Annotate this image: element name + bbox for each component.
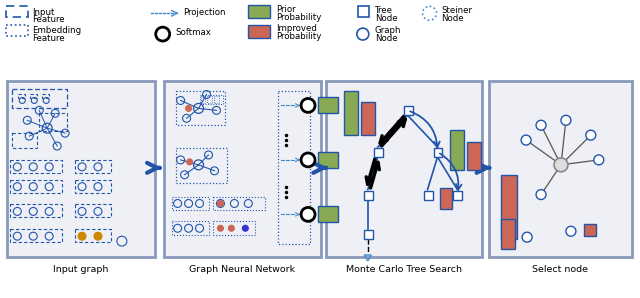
Text: Input graph: Input graph <box>53 265 109 274</box>
Bar <box>358 6 369 17</box>
Bar <box>361 103 375 135</box>
Circle shape <box>594 155 604 165</box>
Text: Node: Node <box>375 14 397 23</box>
Circle shape <box>301 207 315 221</box>
Bar <box>453 191 462 200</box>
Text: Probability: Probability <box>276 13 321 22</box>
Bar <box>175 91 225 125</box>
Bar <box>10 160 62 173</box>
Circle shape <box>566 226 576 236</box>
Text: Softmax: Softmax <box>175 28 211 37</box>
Circle shape <box>187 159 193 165</box>
Bar <box>248 25 270 38</box>
Bar <box>30 94 37 98</box>
Text: Node: Node <box>375 34 397 43</box>
Circle shape <box>536 190 546 200</box>
Bar <box>364 191 372 200</box>
Bar <box>318 97 338 113</box>
FancyArrowPatch shape <box>410 111 440 147</box>
Circle shape <box>554 158 568 172</box>
Text: Projection: Projection <box>184 8 226 17</box>
Bar <box>75 204 111 217</box>
Circle shape <box>586 130 596 140</box>
Bar <box>200 94 223 104</box>
Circle shape <box>228 225 234 231</box>
Circle shape <box>521 135 531 145</box>
Circle shape <box>301 153 315 167</box>
Bar <box>326 81 483 257</box>
Text: Graph Neural Network: Graph Neural Network <box>189 265 296 274</box>
Text: Probability: Probability <box>276 32 321 41</box>
Bar <box>214 95 220 103</box>
Bar <box>6 25 28 36</box>
Circle shape <box>186 105 191 111</box>
Bar <box>164 81 321 257</box>
Text: Input: Input <box>32 8 54 17</box>
Bar <box>489 81 632 257</box>
Bar <box>278 91 310 244</box>
Bar <box>501 175 517 239</box>
Bar <box>433 148 442 157</box>
Bar <box>364 230 372 239</box>
Circle shape <box>536 120 546 130</box>
Bar <box>75 229 111 242</box>
Circle shape <box>561 115 571 125</box>
Circle shape <box>522 232 532 242</box>
Bar <box>501 219 515 249</box>
Text: Improved: Improved <box>276 24 317 33</box>
Bar <box>10 180 62 193</box>
Bar <box>440 188 452 209</box>
Bar <box>175 148 227 183</box>
Bar <box>344 91 358 135</box>
Text: Monte Carlo Tree Search: Monte Carlo Tree Search <box>346 265 461 274</box>
FancyArrowPatch shape <box>440 153 461 190</box>
Bar <box>374 148 383 157</box>
Bar <box>42 94 49 98</box>
Text: Node: Node <box>442 14 464 23</box>
Bar <box>75 180 111 193</box>
Bar <box>12 89 67 108</box>
Bar <box>39 113 67 131</box>
Bar <box>451 130 465 170</box>
Text: Tree: Tree <box>375 6 393 15</box>
Bar <box>207 95 212 103</box>
Circle shape <box>301 98 315 112</box>
Bar <box>8 81 155 257</box>
Bar <box>404 106 413 115</box>
Bar <box>214 197 265 210</box>
Bar <box>318 207 338 222</box>
Bar <box>467 142 481 170</box>
Bar <box>214 221 255 235</box>
Bar <box>6 6 28 17</box>
Bar <box>10 204 62 217</box>
Bar <box>75 160 111 173</box>
Text: Embedding: Embedding <box>32 26 81 35</box>
Circle shape <box>156 27 170 41</box>
Text: Select node: Select node <box>532 265 588 274</box>
Text: Feature: Feature <box>32 34 65 43</box>
Text: Prior: Prior <box>276 5 296 14</box>
Circle shape <box>243 225 248 231</box>
Circle shape <box>218 201 223 207</box>
Circle shape <box>78 232 86 240</box>
Bar <box>248 5 270 18</box>
Text: Graph: Graph <box>375 26 401 35</box>
Text: Steiner: Steiner <box>442 6 472 15</box>
Circle shape <box>94 232 102 240</box>
Bar <box>172 221 209 235</box>
Bar <box>172 197 209 210</box>
Bar <box>200 95 205 103</box>
Bar <box>424 191 433 200</box>
Bar <box>19 94 26 98</box>
Text: Feature: Feature <box>32 15 65 24</box>
Bar <box>318 152 338 168</box>
Bar <box>12 133 37 148</box>
Bar <box>10 229 62 242</box>
Bar <box>584 224 596 236</box>
Circle shape <box>218 225 223 231</box>
